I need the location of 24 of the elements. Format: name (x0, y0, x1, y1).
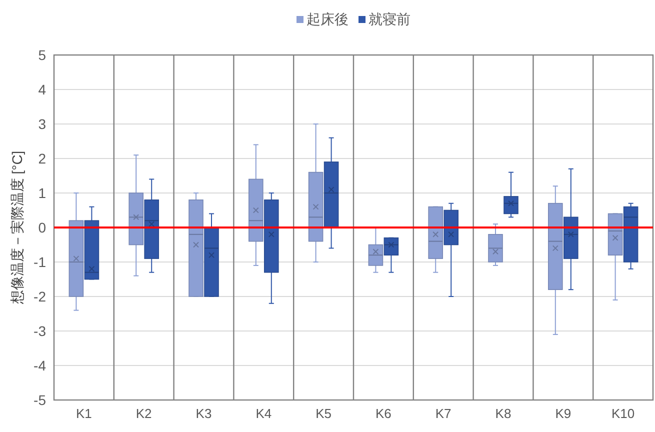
x-tick-label: K7 (435, 406, 452, 421)
y-tick-label: -3 (34, 323, 46, 339)
x-tick-label: K1 (76, 406, 92, 421)
y-label: 想像温度－実際温度 [°C] (9, 150, 25, 304)
x-tick-label: K2 (136, 406, 152, 421)
y-tick-label: -4 (34, 358, 46, 374)
y-tick-label: 0 (38, 220, 46, 236)
y-tick-label: 1 (38, 185, 46, 201)
y-tick-label: 3 (38, 116, 46, 132)
x-tick-label: K8 (495, 406, 512, 421)
y-tick-label: 2 (38, 150, 46, 166)
legend-label: 就寝前 (368, 11, 410, 27)
y-tick-label: -5 (34, 392, 46, 408)
x-tick-label: K4 (256, 406, 272, 421)
x-tick-label: K10 (611, 406, 635, 421)
y-tick-label: 5 (38, 47, 46, 63)
y-tick-label: 4 (38, 82, 46, 98)
x-tick-label: K6 (375, 406, 392, 421)
legend-label: 起床後 (306, 11, 348, 27)
x-tick-label: K9 (555, 406, 572, 421)
x-tick-label: K3 (196, 406, 212, 421)
y-tick-label: -2 (34, 288, 46, 304)
x-tick-label: K5 (316, 406, 332, 421)
y-tick-label: -1 (34, 254, 46, 270)
